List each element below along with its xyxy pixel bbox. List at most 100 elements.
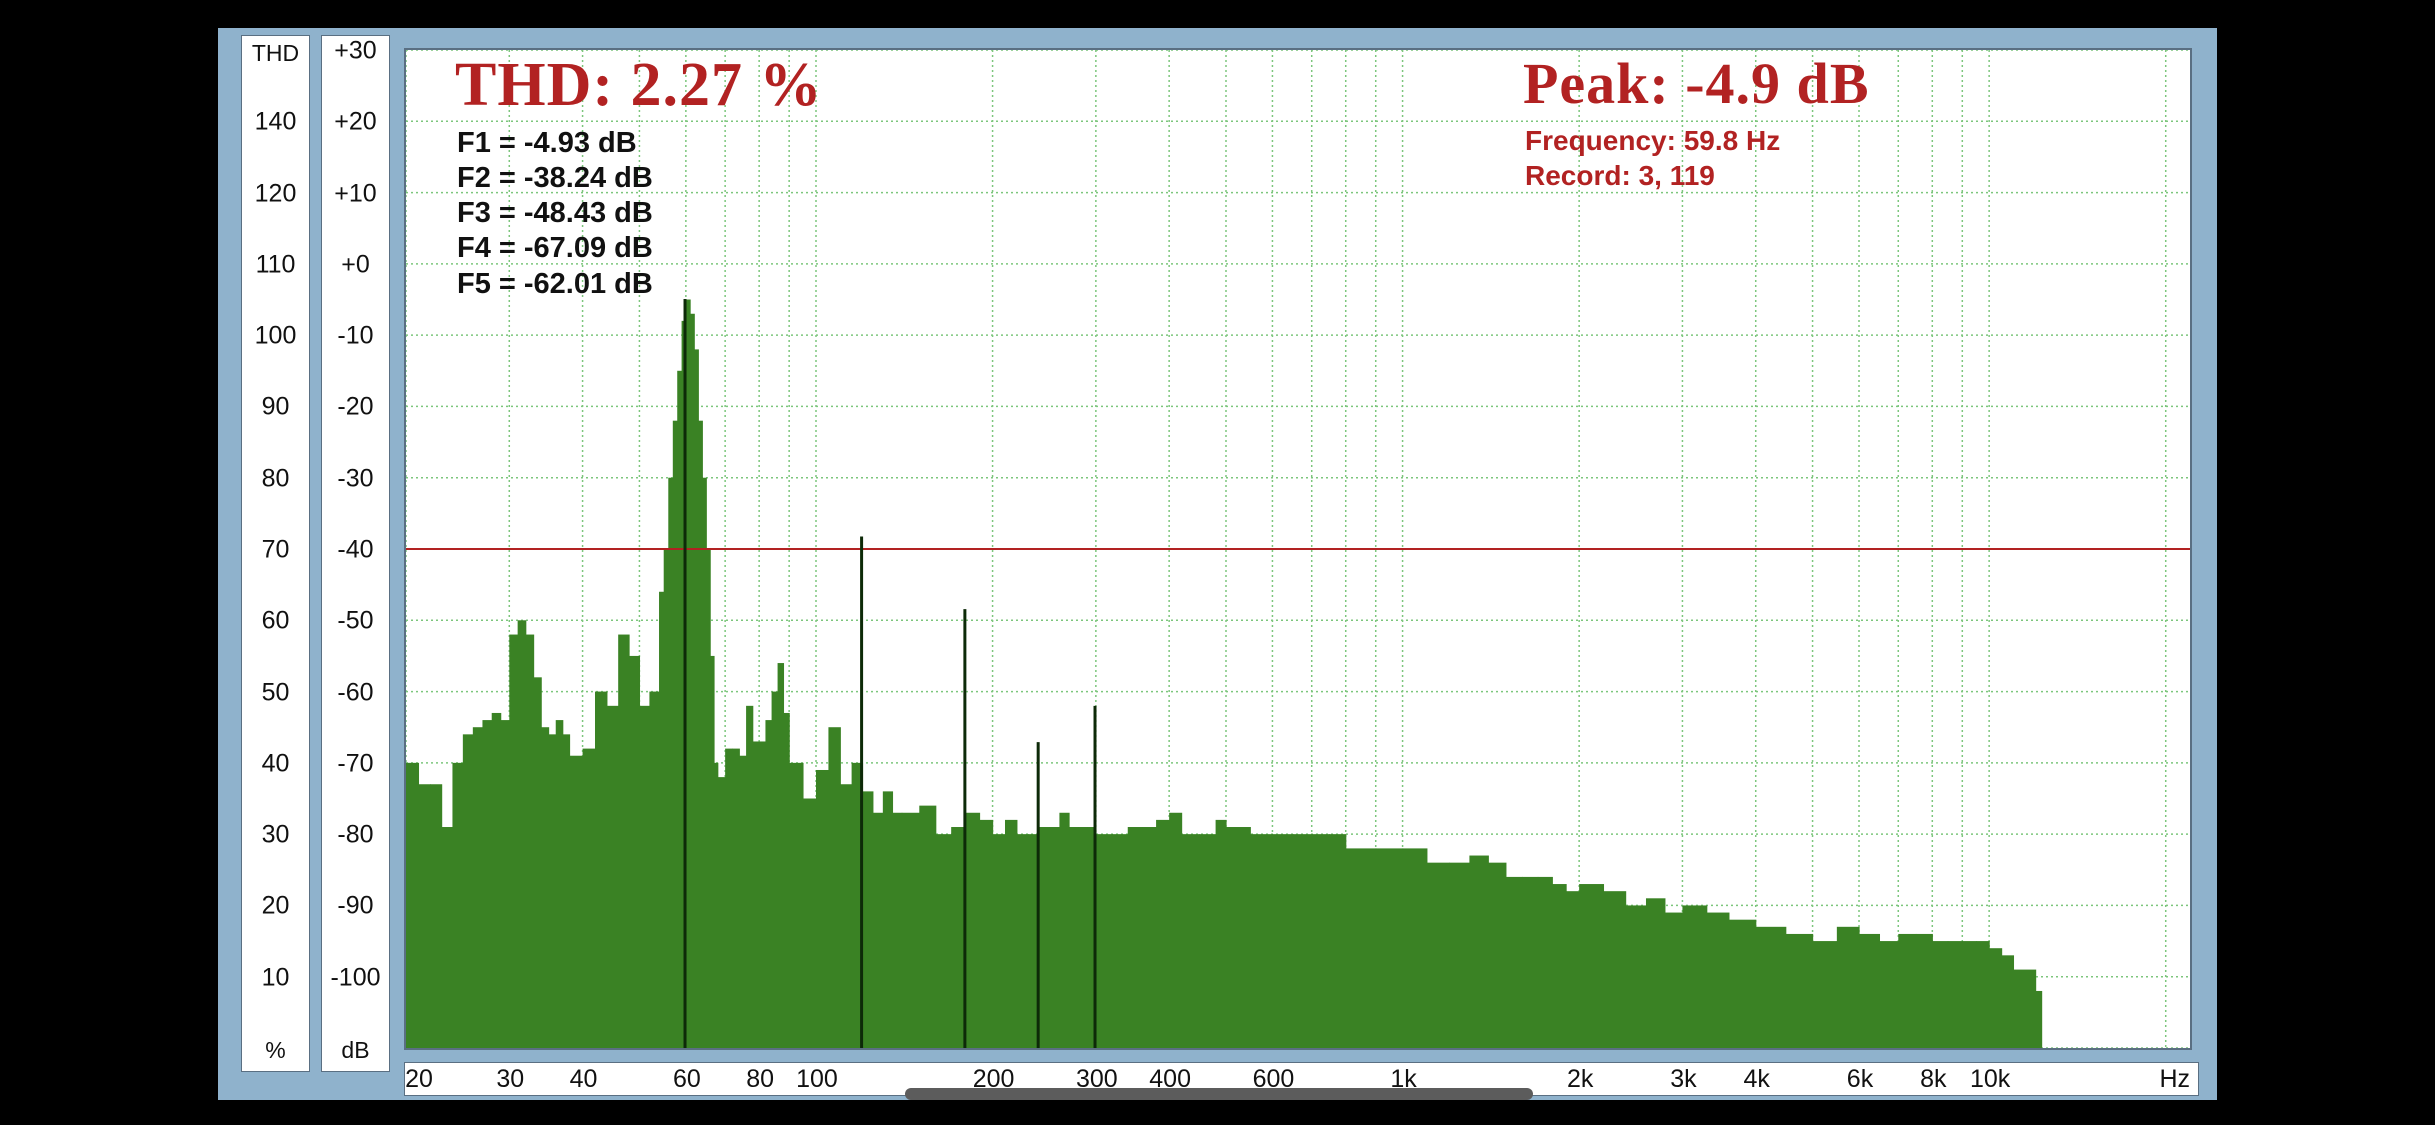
spectrum-bar bbox=[1755, 926, 1787, 1048]
spectrum-bar bbox=[979, 819, 994, 1048]
spectrum-bar bbox=[1049, 827, 1061, 1048]
home-indicator[interactable] bbox=[905, 1088, 1533, 1100]
frequency-tick: 2k bbox=[1566, 1065, 1594, 1093]
spectrum-bar bbox=[659, 591, 665, 1048]
spectrum-bar bbox=[1522, 876, 1539, 1048]
frequency-tick: 8k bbox=[1920, 1065, 1947, 1093]
spectrum-bar bbox=[892, 812, 903, 1048]
spectrum-bar bbox=[1142, 827, 1157, 1048]
db-scale-tick: -20 bbox=[337, 392, 374, 421]
thd-scale-tick: 90 bbox=[261, 392, 290, 421]
spectrum-bar bbox=[1345, 848, 1377, 1048]
thd-scale-tick: 110 bbox=[255, 250, 296, 279]
spectrum-bar bbox=[1552, 884, 1567, 1048]
spectrum-bar bbox=[694, 349, 699, 1048]
frequency-tick: 6k bbox=[1846, 1065, 1874, 1093]
spectrum-bar bbox=[1962, 941, 1977, 1048]
thd-scale-label: THD bbox=[251, 40, 300, 66]
db-scale-tick: -80 bbox=[337, 820, 374, 849]
db-scale-tick: +30 bbox=[334, 36, 377, 65]
spectrum-bar bbox=[862, 791, 874, 1048]
spectrum-bar bbox=[533, 677, 542, 1048]
spectrum-bar bbox=[639, 705, 651, 1048]
spectrum-bar bbox=[2013, 969, 2037, 1048]
spectrum-bar bbox=[771, 691, 779, 1048]
db-scale-tick: -100 bbox=[330, 963, 381, 992]
spectrum-bar bbox=[1836, 926, 1860, 1048]
spectrum-bar bbox=[1682, 905, 1708, 1048]
thd-scale-tick: 70 bbox=[261, 535, 290, 564]
spectrum-bar bbox=[548, 734, 557, 1048]
frequency-tick: 40 bbox=[569, 1065, 598, 1093]
spectrum-bar bbox=[1505, 876, 1523, 1048]
spectrum-bar bbox=[2035, 990, 2043, 1048]
peak-frequency: Frequency: 59.8 Hz bbox=[1525, 125, 1781, 156]
spectrum-bar bbox=[582, 748, 596, 1048]
spectrum-bar bbox=[555, 720, 564, 1048]
spectrum-bar bbox=[1069, 827, 1079, 1048]
spectrum-bar bbox=[1225, 827, 1251, 1048]
spectrum-bar bbox=[1199, 834, 1217, 1048]
spectrum-chart bbox=[406, 50, 2190, 1048]
db-scale-tick: +10 bbox=[334, 179, 377, 208]
spectrum-bar bbox=[1078, 827, 1088, 1048]
spectrum-bar bbox=[406, 762, 420, 1048]
spectrum-bar bbox=[765, 720, 773, 1048]
spectrum-bar bbox=[418, 784, 431, 1048]
spectrum-bar bbox=[1127, 827, 1143, 1048]
spectrum-bar bbox=[541, 727, 550, 1048]
spectrum-bar bbox=[1087, 827, 1097, 1048]
spectrum-bar bbox=[1095, 834, 1113, 1048]
frequency-axis: Hz 20 30 40 60 80 100 200 300 400 600 1k 2k 3k 4k 6k 8k… bbox=[404, 1062, 2199, 1096]
spectrum-bar bbox=[1603, 891, 1627, 1048]
spectrum-bar bbox=[1329, 834, 1347, 1048]
spectrum-bar bbox=[1215, 819, 1227, 1048]
spectrum-bar bbox=[1989, 948, 2003, 1048]
spectrum-bar bbox=[482, 720, 493, 1048]
spectrum-bar bbox=[517, 620, 527, 1048]
frequency-tick: 100 bbox=[796, 1065, 838, 1093]
spectrum-bar bbox=[618, 634, 630, 1048]
spectrum-bar bbox=[569, 755, 584, 1048]
spectrum-bar bbox=[1566, 891, 1580, 1048]
thd-scale-tick: 40 bbox=[261, 749, 290, 778]
spectrum-bar bbox=[1728, 919, 1757, 1048]
thd-scale-tick: 140 bbox=[254, 107, 297, 136]
spectrum-bar bbox=[595, 691, 608, 1048]
spectrum-bar bbox=[1272, 834, 1294, 1048]
thd-readout: THD: 2.27 % bbox=[455, 51, 823, 119]
spectrum-bar bbox=[840, 784, 853, 1048]
thd-scale-tick: 30 bbox=[261, 820, 290, 849]
thd-scale-unit: % bbox=[265, 1037, 286, 1063]
spectrum-bar bbox=[672, 420, 678, 1048]
spectrum-bar bbox=[698, 420, 703, 1048]
spectrum-bar bbox=[992, 834, 1006, 1048]
spectrum-bar bbox=[452, 762, 464, 1048]
harmonic-f1: F1 = -4.93 dB bbox=[457, 127, 637, 159]
spectrum-bar bbox=[802, 798, 817, 1048]
spectrum-bar bbox=[882, 791, 894, 1048]
spectrum-bar bbox=[783, 712, 790, 1048]
spectrum-bar bbox=[462, 734, 474, 1048]
spectrum-bar bbox=[732, 748, 740, 1048]
spectrum-bar bbox=[1915, 933, 1933, 1048]
spectrum-bar bbox=[739, 755, 747, 1048]
db-scale-tick: +0 bbox=[341, 250, 370, 279]
spectrum-bar bbox=[851, 762, 864, 1048]
spectrum-bar bbox=[1976, 941, 1990, 1048]
spectrum-bar bbox=[1039, 827, 1051, 1048]
spectrum-bar bbox=[472, 727, 484, 1048]
spectrum-bar bbox=[702, 477, 707, 1048]
db-scale-tick: -10 bbox=[337, 321, 374, 350]
db-scale-tick: -50 bbox=[337, 606, 374, 635]
spectrum-bar bbox=[430, 784, 443, 1048]
frequency-tick: 30 bbox=[496, 1065, 525, 1093]
spectrum-bar bbox=[1250, 834, 1274, 1048]
spectrum-bar bbox=[828, 727, 841, 1048]
spectrum-bar bbox=[649, 691, 660, 1048]
spectrum-bar bbox=[710, 655, 715, 1048]
spectrum-bar bbox=[1402, 848, 1428, 1048]
frequency-tick: 10k bbox=[1969, 1065, 2011, 1093]
spectrum-bar bbox=[1005, 819, 1018, 1048]
spectrum-bar bbox=[759, 741, 767, 1048]
